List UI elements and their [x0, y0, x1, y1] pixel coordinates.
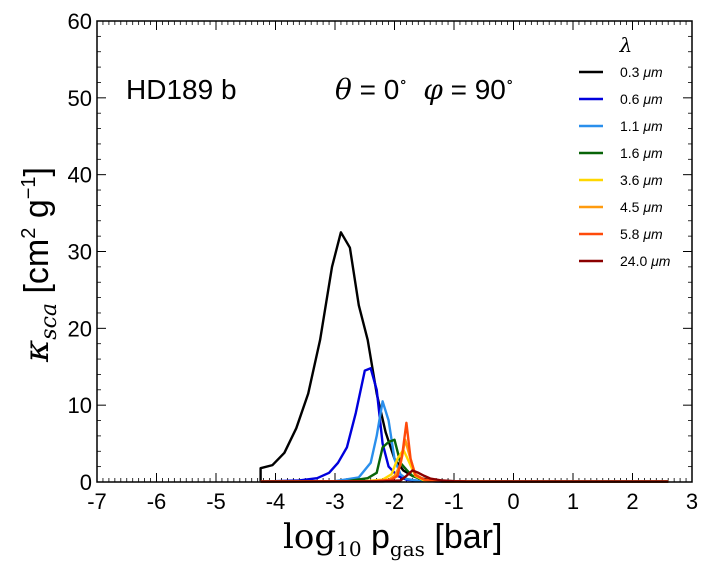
plot-frame: [96, 20, 693, 483]
series-line-0-6um: [260, 367, 669, 483]
legend-label: 5.8 μm: [620, 226, 663, 242]
x-tick-label: -1: [444, 489, 464, 514]
y-tick-label: 50: [68, 86, 92, 111]
x-tick-label: -6: [147, 489, 167, 514]
y-label-kappa: κ: [17, 340, 57, 363]
legend-label: 0.6 μm: [620, 91, 663, 107]
y-tick-label: 10: [68, 393, 92, 418]
y-label-sca: sca: [37, 303, 62, 340]
legend: λ 0.3 μm 0.6 μm 1.1 μm 1.6 μm 3.6 μm 4.5 μm 5.…: [579, 33, 671, 269]
legend-title: λ: [619, 33, 633, 57]
x-tick-label: 1: [567, 489, 579, 514]
series-line-0-3um: [259, 231, 669, 483]
y-tick-label: 0: [80, 470, 92, 495]
x-tick-label: -7: [87, 489, 107, 514]
series-lines: [259, 231, 669, 483]
y-label-g: g: [18, 199, 56, 227]
y-label-sup2: 2: [18, 228, 40, 239]
legend-label: 4.5 μm: [620, 199, 663, 215]
phi-degree: ∘: [506, 72, 514, 91]
theta-degree: ∘: [399, 72, 407, 91]
x-label-unit: [bar]: [425, 518, 502, 556]
legend-label: 24.0 μm: [620, 253, 671, 269]
legend-label: 0.3 μm: [620, 64, 663, 80]
y-label-open: [cm: [18, 239, 56, 303]
x-tick-label: 0: [507, 489, 519, 514]
x-label-p: p: [362, 518, 390, 556]
x-tick-label: -3: [325, 489, 345, 514]
x-label-log: log: [283, 517, 336, 557]
x-label-log-sub: 10: [336, 537, 361, 561]
x-axis-label: log10 pgas [bar]: [283, 517, 502, 561]
x-tick-label: 3: [686, 489, 698, 514]
y-tick-label: 20: [68, 316, 92, 341]
y-label-close: ]: [18, 167, 56, 176]
legend-label: 1.1 μm: [620, 118, 663, 134]
series-line-1-1um: [260, 400, 669, 483]
theta-value: = 0: [352, 74, 399, 105]
y-axis-label: κsca [cm2 g−1]: [17, 167, 62, 363]
angle-annotation: θ = 0∘ φ = 90∘: [335, 72, 514, 106]
phi-value: = 90: [443, 74, 506, 105]
y-label-supm1: −1: [18, 176, 40, 199]
planet-annotation: HD189 b: [126, 74, 237, 105]
legend-label: 1.6 μm: [620, 145, 663, 161]
x-tick-label: -4: [266, 489, 286, 514]
x-tick-label: 2: [626, 489, 638, 514]
series-line-5-8um: [260, 421, 669, 483]
y-tick-label: 40: [68, 163, 92, 188]
y-tick-label: 60: [68, 9, 92, 34]
x-label-gas: gas: [390, 537, 425, 561]
legend-label: 3.6 μm: [620, 172, 663, 188]
y-tick-label: 30: [68, 240, 92, 265]
theta-symbol: θ: [335, 73, 352, 106]
x-tick-label: -2: [385, 489, 405, 514]
phi-symbol: φ: [423, 73, 443, 106]
x-tick-label: -5: [206, 489, 226, 514]
